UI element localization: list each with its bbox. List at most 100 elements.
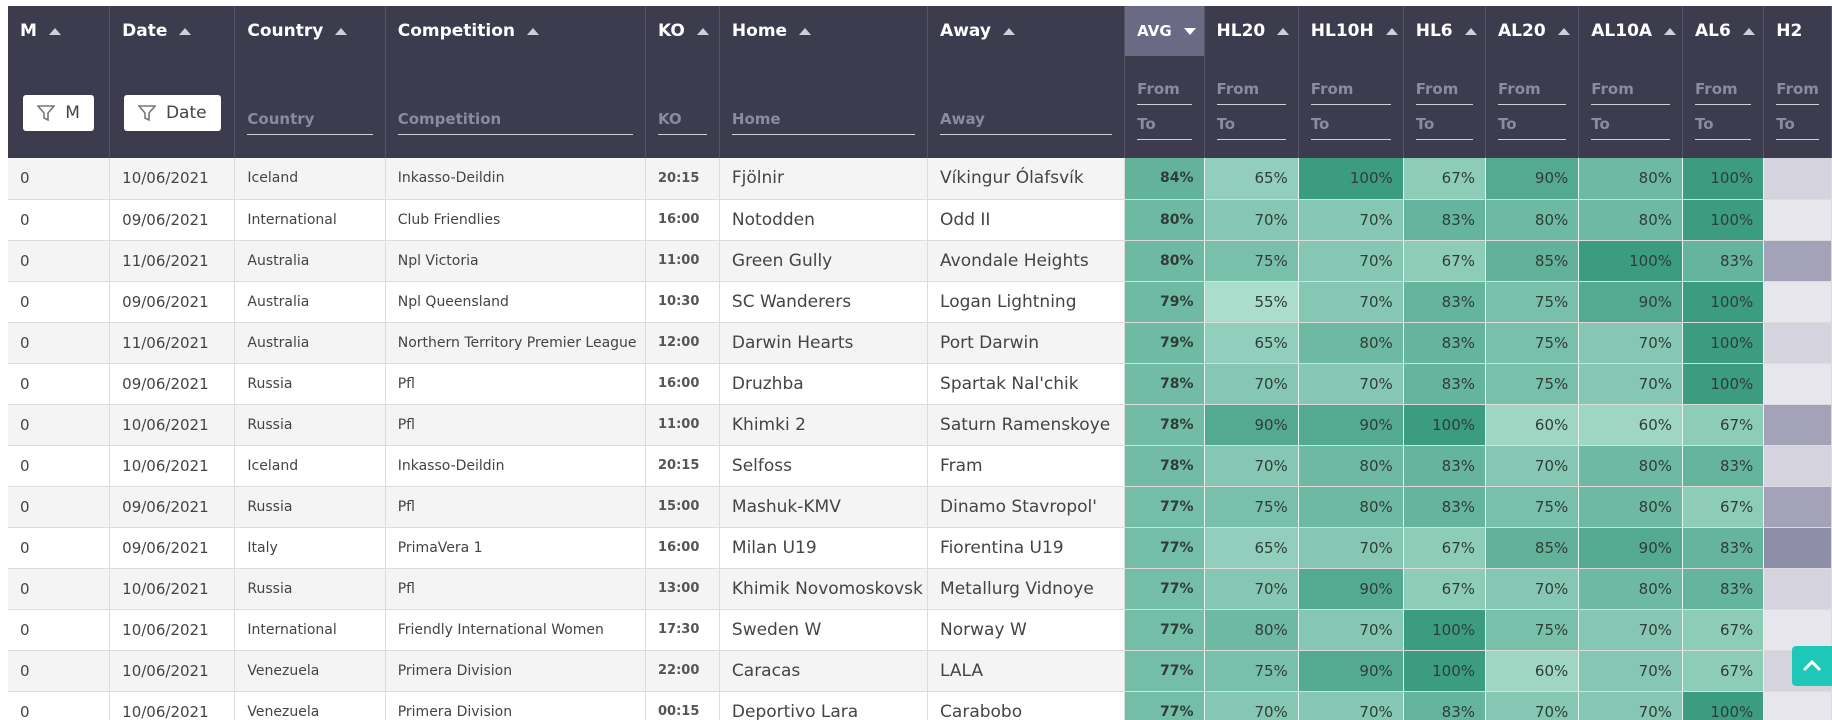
range-to-input[interactable]: To [1216, 109, 1286, 140]
range-from-input[interactable]: From [1415, 74, 1474, 105]
percent-cell: 67% [1682, 609, 1765, 651]
filter-input[interactable]: Country [247, 80, 373, 135]
text-cell: PrimaVera 1 [385, 527, 646, 569]
range-from-input[interactable]: From [1591, 74, 1671, 105]
filter-button[interactable]: M [23, 95, 94, 131]
column-header[interactable]: Away [927, 6, 1126, 56]
clipped-cell [1763, 240, 1832, 282]
table-row[interactable]: 0 09/06/2021 Italy PrimaVera 1 16:00 Milan U1… [8, 527, 1832, 569]
range-from-input[interactable]: From [1310, 74, 1391, 105]
percent-cell: 77% [1124, 486, 1205, 528]
percent-cell: 84% [1124, 158, 1205, 200]
text-cell: 13:00 [645, 568, 720, 610]
table-row[interactable]: 0 10/06/2021 Venezuela Primera Division 22:0… [8, 650, 1832, 692]
column-title: AL6 [1695, 21, 1731, 41]
table-row[interactable]: 0 10/06/2021 Iceland Inkasso-Deildin 20:15 Fj… [8, 158, 1832, 200]
column-header[interactable]: HL20 [1204, 6, 1299, 56]
column-header[interactable]: AL6 [1682, 6, 1765, 56]
column-header[interactable]: Home [719, 6, 929, 56]
range-to-input[interactable]: To [1415, 109, 1474, 140]
column-header[interactable]: AL20 [1485, 6, 1580, 56]
percent-cell: 70% [1578, 609, 1684, 651]
clipped-cell [1763, 158, 1832, 200]
percent-cell: 80% [1578, 568, 1684, 610]
filter-button[interactable]: Date [123, 95, 221, 131]
percent-cell: 100% [1682, 322, 1765, 364]
percent-cell: 79% [1124, 281, 1205, 323]
percent-cell: 55% [1204, 281, 1299, 323]
text-cell: International [234, 609, 386, 651]
table-row[interactable]: 0 10/06/2021 Venezuela Primera Division 00:1… [8, 691, 1832, 720]
sort-arrow [1664, 27, 1677, 35]
filter-input[interactable]: Competition [397, 80, 633, 135]
range-to-input[interactable]: To [1310, 109, 1391, 140]
scroll-top-button[interactable] [1792, 646, 1832, 686]
range-to-input[interactable]: To [1695, 109, 1752, 140]
clipped-cell [1763, 568, 1832, 610]
text-cell: 17:30 [645, 609, 720, 651]
percent-cell: 70% [1578, 363, 1684, 405]
percent-cell: 83% [1403, 199, 1487, 241]
range-to-input[interactable]: To [1591, 109, 1671, 140]
text-cell: 10/06/2021 [109, 158, 236, 200]
text-cell: Russia [234, 486, 386, 528]
text-cell: Víkingur Ólafsvík [927, 158, 1126, 200]
text-cell: 09/06/2021 [109, 486, 236, 528]
column-header[interactable]: H2 [1763, 6, 1832, 56]
sort-arrow [696, 27, 709, 35]
percent-cell: 100% [1682, 199, 1765, 241]
filter-input[interactable]: Away [940, 80, 1113, 135]
sort-arrow [48, 27, 61, 35]
filter-input[interactable]: Home [731, 80, 916, 135]
table-row[interactable]: 0 10/06/2021 Russia Pfl 13:00 Khimik Novomosk… [8, 568, 1832, 610]
text-cell: Notodden [719, 199, 929, 241]
range-from-input[interactable]: From [1216, 74, 1286, 105]
sort-arrow [1183, 28, 1196, 35]
percent-cell: 65% [1204, 322, 1299, 364]
filter-input[interactable]: KO [657, 80, 707, 135]
column-title: KO [657, 21, 685, 41]
text-cell: 10/06/2021 [109, 404, 236, 446]
column-header[interactable]: Date [109, 6, 236, 56]
range-from-input[interactable]: From [1498, 74, 1567, 105]
column-header[interactable]: HL10H [1298, 6, 1404, 56]
table-row[interactable]: 0 09/06/2021 International Club Friendlies 1… [8, 199, 1832, 241]
table-row[interactable]: 0 10/06/2021 Russia Pfl 11:00 Khimki 2 Saturn … [8, 404, 1832, 446]
column-header[interactable]: Competition [385, 6, 646, 56]
text-cell: Fiorentina U19 [927, 527, 1126, 569]
column-header[interactable]: Country [234, 6, 386, 56]
column-title: Date [122, 21, 168, 41]
range-from-input[interactable]: From [1137, 74, 1192, 105]
percent-cell: 83% [1403, 363, 1487, 405]
column-header[interactable]: AL10A [1578, 6, 1684, 56]
percent-cell: 60% [1578, 404, 1684, 446]
table-row[interactable]: 0 11/06/2021 Australia Northern Territory P… [8, 322, 1832, 364]
percent-cell: 67% [1403, 158, 1487, 200]
table-row[interactable]: 0 09/06/2021 Russia Pfl 16:00 Druzhba Spartak … [8, 363, 1832, 405]
text-cell: 0 [8, 322, 111, 364]
column-header[interactable]: M [8, 6, 111, 56]
percent-cell: 70% [1485, 691, 1580, 720]
range-from-input[interactable]: From [1695, 74, 1752, 105]
table-row[interactable]: 0 09/06/2021 Russia Pfl 15:00 Mashuk-KMV Dinam… [8, 486, 1832, 528]
percent-cell: 77% [1124, 691, 1205, 720]
clipped-cell [1763, 527, 1832, 569]
percent-cell: 79% [1124, 322, 1205, 364]
column-header[interactable]: KO [645, 6, 720, 56]
column-header[interactable]: AVG [1124, 6, 1205, 56]
table-row[interactable]: 0 09/06/2021 Australia Npl Queensland 10:30 S… [8, 281, 1832, 323]
table-row[interactable]: 0 10/06/2021 Iceland Inkasso-Deildin 20:15 Se… [8, 445, 1832, 487]
table-row[interactable]: 0 11/06/2021 Australia Npl Victoria 11:00 Gre… [8, 240, 1832, 282]
range-from-input[interactable]: From [1776, 74, 1819, 105]
percent-cell: 100% [1403, 650, 1487, 692]
table-row[interactable]: 0 10/06/2021 International Friendly Interna… [8, 609, 1832, 651]
percent-cell: 67% [1403, 240, 1487, 282]
percent-cell: 67% [1682, 486, 1765, 528]
range-to-input[interactable]: To [1137, 109, 1192, 140]
sort-arrow [335, 27, 348, 35]
percent-cell: 70% [1298, 527, 1404, 569]
column-header[interactable]: HL6 [1403, 6, 1487, 56]
range-to-input[interactable]: To [1498, 109, 1567, 140]
range-to-input[interactable]: To [1776, 109, 1819, 140]
percent-cell: 70% [1485, 445, 1580, 487]
